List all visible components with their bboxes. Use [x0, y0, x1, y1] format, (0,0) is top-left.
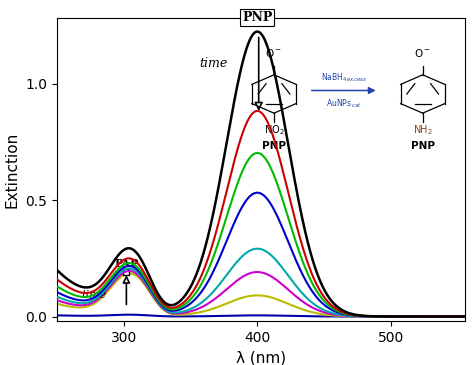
- Text: time: time: [81, 290, 106, 300]
- Text: time: time: [200, 57, 228, 70]
- Text: PAP: PAP: [114, 258, 138, 269]
- Text: PNP: PNP: [242, 11, 273, 24]
- Y-axis label: Extinction: Extinction: [5, 132, 19, 208]
- X-axis label: λ (nm): λ (nm): [236, 350, 286, 365]
